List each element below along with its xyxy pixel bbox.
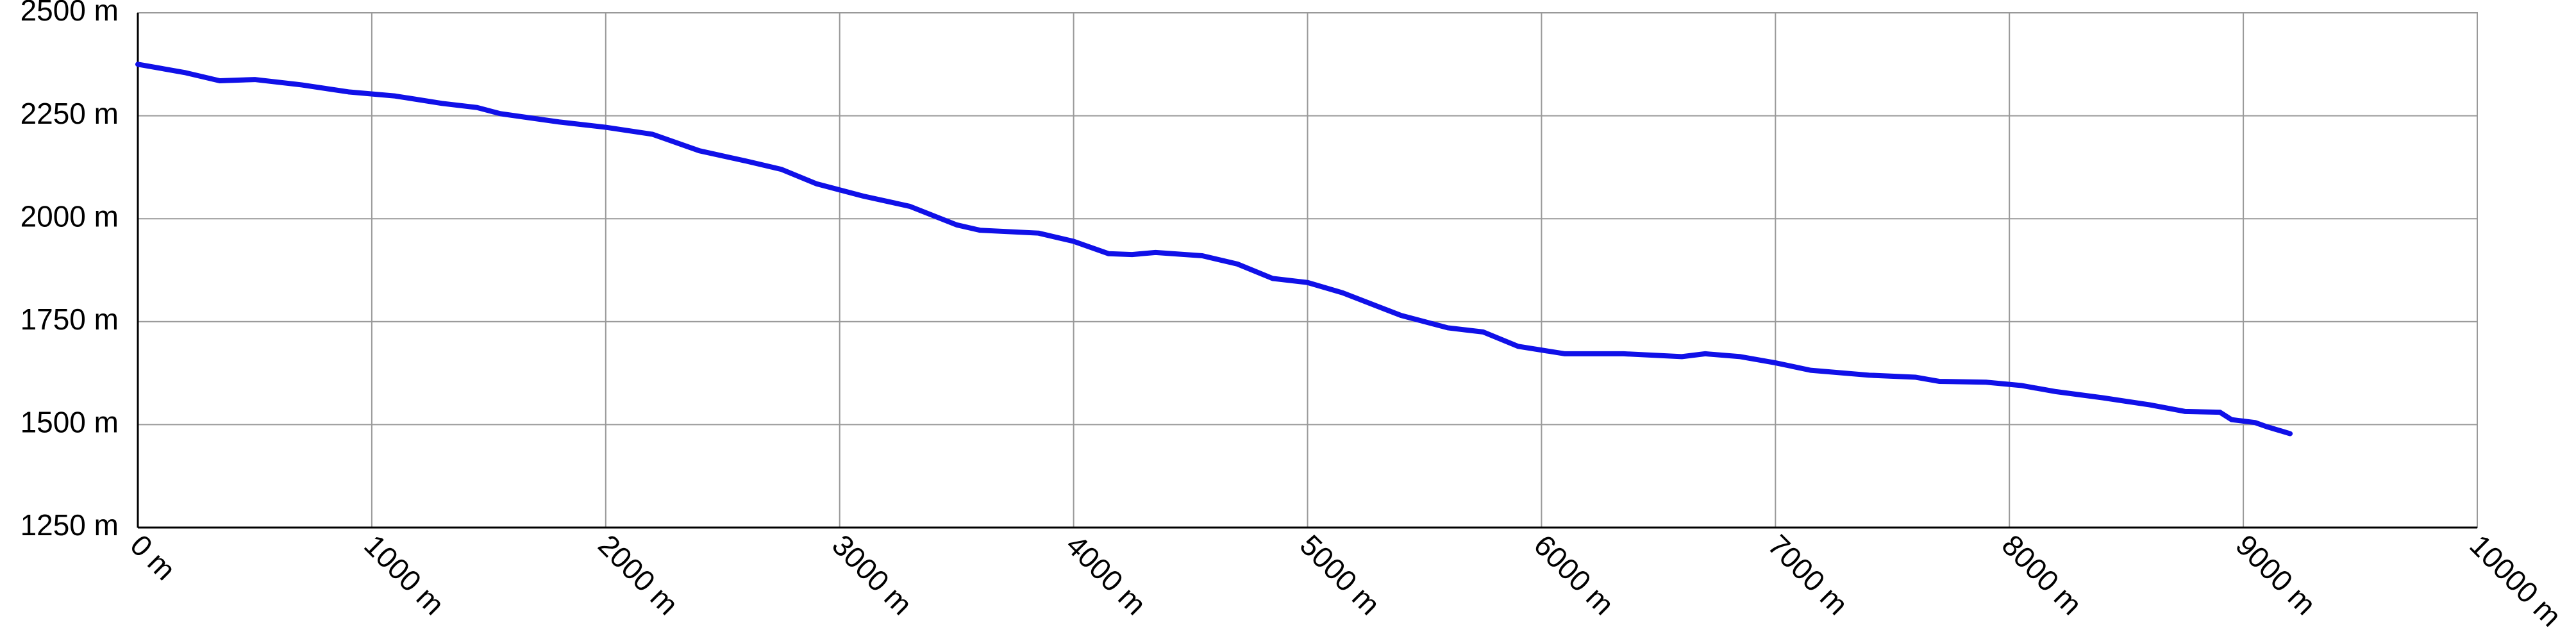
x-tick-label: 6000 m: [1528, 528, 1621, 621]
x-tick-label: 0 m: [124, 528, 182, 587]
x-tick-label: 5000 m: [1294, 528, 1387, 621]
x-tick-label: 9000 m: [2229, 528, 2322, 621]
y-tick-label: 1750 m: [21, 303, 119, 336]
y-tick-label: 1500 m: [21, 406, 119, 439]
x-tick-label: 8000 m: [1996, 528, 2089, 621]
x-tick-label: 3000 m: [826, 528, 919, 621]
x-tick-label: 7000 m: [1762, 528, 1855, 621]
x-tick-label: 1000 m: [358, 528, 451, 621]
y-tick-label: 1250 m: [21, 508, 119, 542]
x-tick-label: 10000 m: [2463, 528, 2568, 633]
y-tick-label: 2250 m: [21, 97, 119, 130]
y-tick-label: 2000 m: [21, 199, 119, 233]
y-tick-label: 2500 m: [21, 0, 119, 27]
elevation-line: [135, 62, 2293, 437]
x-tick-label: 2000 m: [592, 528, 685, 621]
x-tick-label: 4000 m: [1060, 528, 1153, 621]
